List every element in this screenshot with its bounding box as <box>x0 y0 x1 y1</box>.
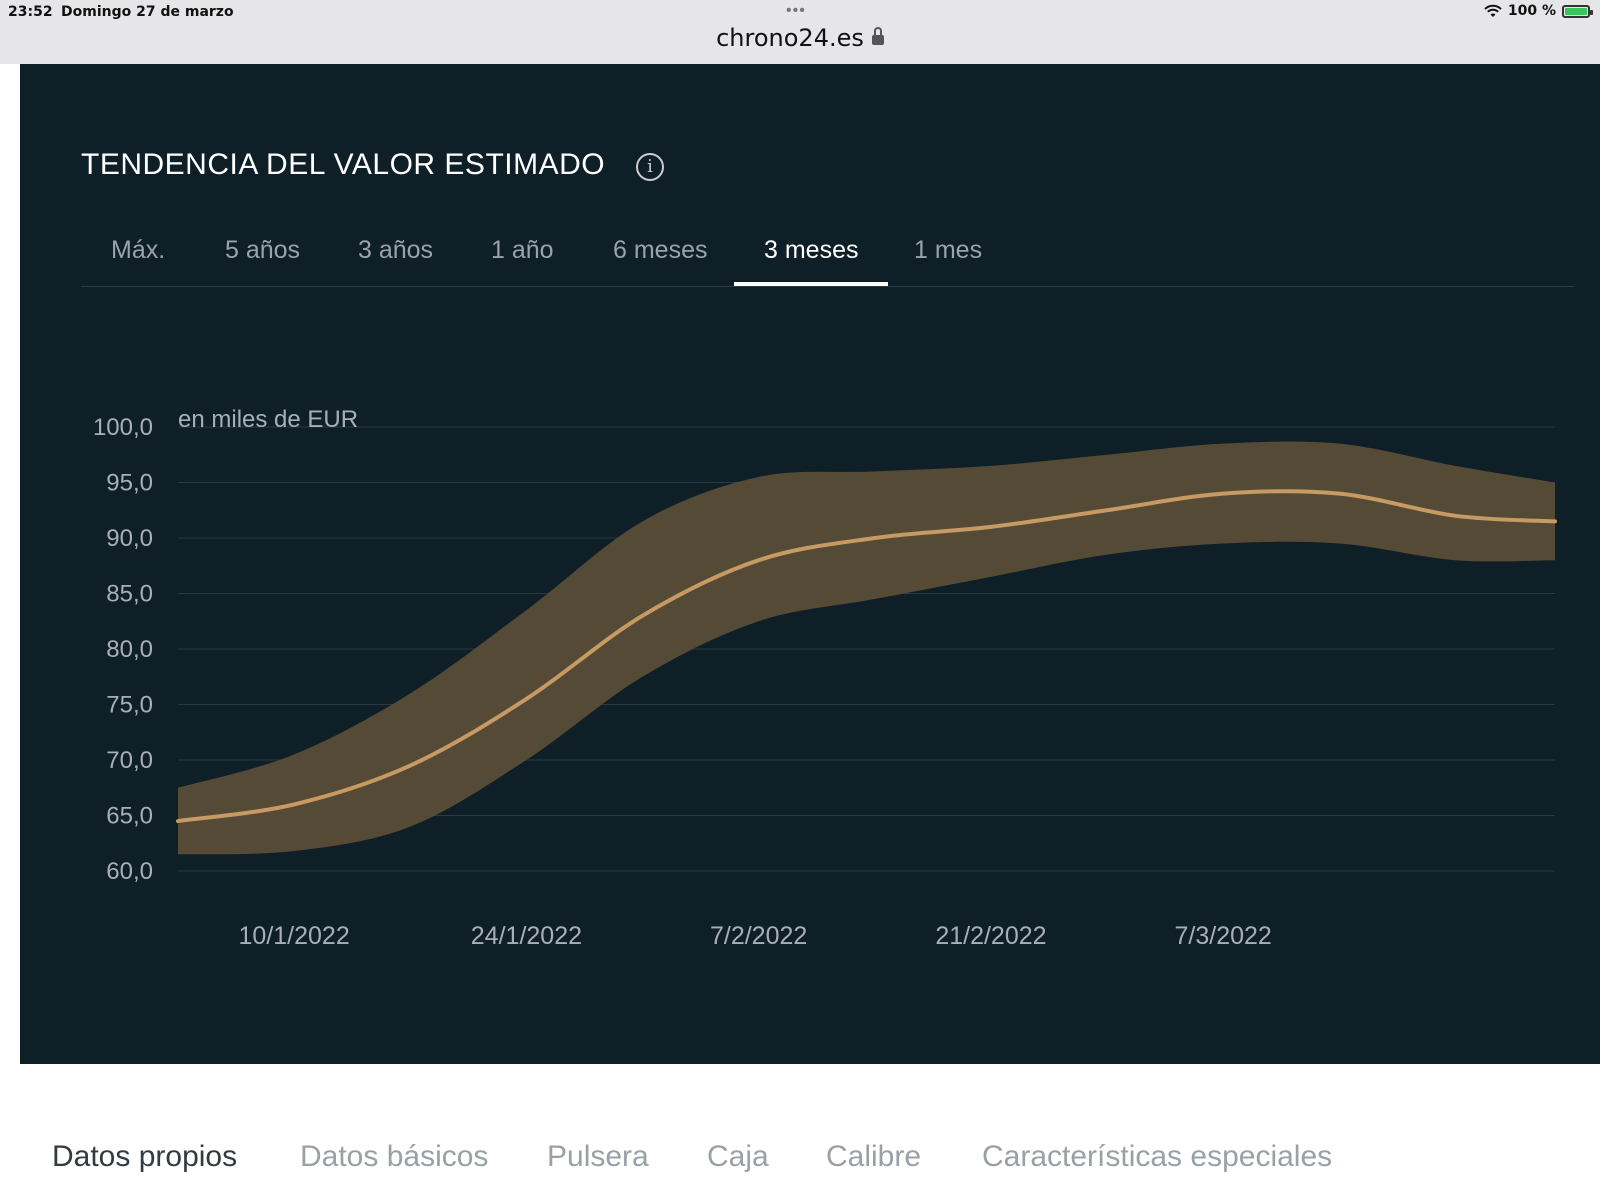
tab-3-years[interactable]: 3 años <box>358 236 434 264</box>
nav-pulsera[interactable]: Pulsera <box>547 1140 649 1173</box>
battery-percent: 100 % <box>1507 3 1556 19</box>
nav-datos-propios[interactable]: Datos propios <box>52 1140 238 1173</box>
x-tick-label: 24/1/2022 <box>471 922 582 950</box>
info-icon[interactable]: i <box>636 153 664 181</box>
browser-status-bar: 23:52 Domingo 27 de marzo ••• 100 % chro… <box>0 0 1600 64</box>
nav-caracteristicas-especiales[interactable]: Características especiales <box>982 1140 1333 1173</box>
x-tick-label: 7/3/2022 <box>1175 922 1272 950</box>
nav-caja[interactable]: Caja <box>707 1140 769 1173</box>
x-tick-label: 21/2/2022 <box>935 922 1046 950</box>
tab-5-years[interactable]: 5 años <box>225 236 301 264</box>
y-tick-label: 65,0 <box>106 803 153 830</box>
lock-icon <box>871 27 884 45</box>
status-date: Domingo 27 de marzo <box>61 4 234 20</box>
active-tab-indicator <box>734 282 888 286</box>
x-tick-label: 7/2/2022 <box>710 922 807 950</box>
battery-icon <box>1562 4 1593 18</box>
details-nav: Datos propios Datos básicos Pulsera Caja… <box>0 1140 1600 1200</box>
status-right: 100 % <box>1484 3 1593 19</box>
section-title: TENDENCIA DEL VALOR ESTIMADO <box>81 148 606 181</box>
wifi-icon <box>1484 4 1502 17</box>
url-text: chrono24.es <box>716 24 864 52</box>
y-tick-label: 70,0 <box>106 747 153 774</box>
nav-calibre[interactable]: Calibre <box>826 1140 922 1173</box>
y-tick-label: 60,0 <box>106 858 153 885</box>
range-tabs: Máx. 5 años 3 años 1 año 6 meses 3 meses… <box>81 224 1574 287</box>
estimate-line <box>176 489 1557 824</box>
nav-datos-basicos[interactable]: Datos básicos <box>300 1140 489 1173</box>
value-trend-chart: 100,0 95,0 90,0 85,0 80,0 75,0 70,0 65,0 60,0 10… <box>93 406 1557 950</box>
tab-overview-dots-icon[interactable]: ••• <box>786 2 806 19</box>
tab-1-year[interactable]: 1 año <box>491 236 554 264</box>
x-tick-label: 10/1/2022 <box>239 922 350 950</box>
value-trend-panel: TENDENCIA DEL VALOR ESTIMADO i Máx. 5 añ… <box>20 64 1600 1064</box>
status-time: 23:52 <box>8 4 53 20</box>
tab-3-months[interactable]: 3 meses <box>764 236 859 264</box>
y-tick-label: 100,0 <box>93 414 153 441</box>
y-tick-label: 75,0 <box>106 692 153 719</box>
y-tick-label: 95,0 <box>106 470 153 497</box>
y-tick-label: 80,0 <box>106 636 153 663</box>
unit-label: en miles de EUR <box>178 406 358 433</box>
tab-1-month[interactable]: 1 mes <box>914 236 983 264</box>
tab-6-months[interactable]: 6 meses <box>613 236 708 264</box>
y-tick-label: 90,0 <box>106 525 153 552</box>
address-bar[interactable]: chrono24.es <box>0 24 1600 52</box>
confidence-band <box>178 441 1555 855</box>
tab-max[interactable]: Máx. <box>111 236 166 264</box>
y-tick-label: 85,0 <box>106 581 153 608</box>
